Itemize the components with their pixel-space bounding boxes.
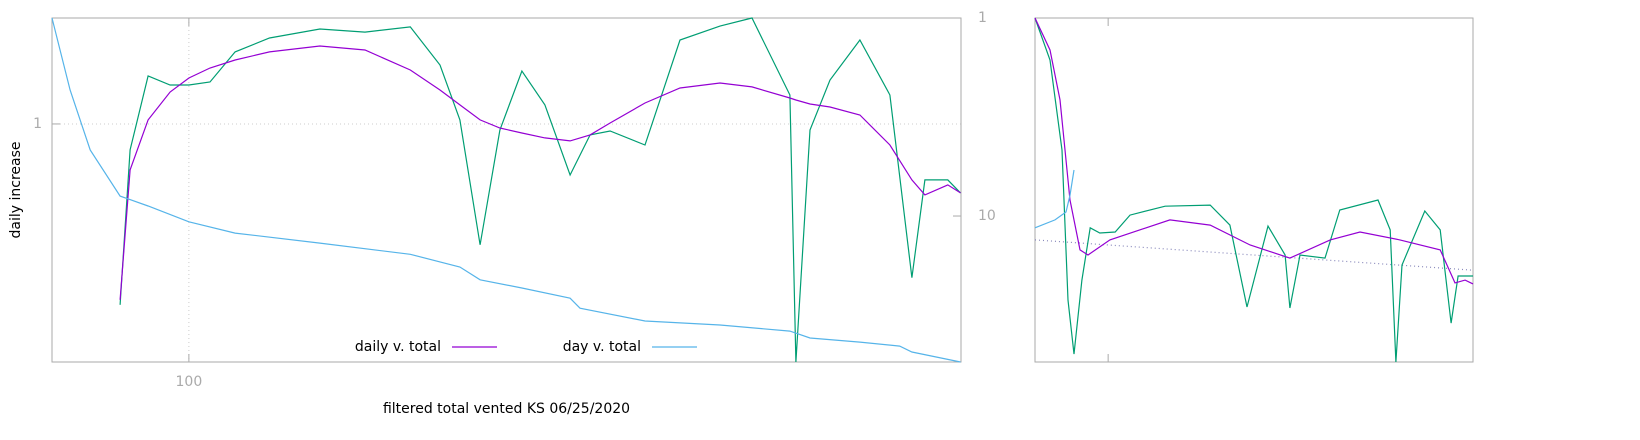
y-tick-label: 1 (33, 116, 42, 132)
data-line (1034, 169, 1075, 229)
x-tick-label: 100 (176, 374, 203, 390)
data-line (1034, 17, 1473, 363)
data-line (119, 45, 961, 300)
data-line (1034, 17, 1474, 285)
y2-tick-label: 10 (978, 208, 996, 224)
data-line (51, 17, 961, 363)
legend-label: daily v. total (355, 339, 441, 355)
plot-frame (51, 17, 962, 363)
data-line (1034, 239, 1474, 271)
y2-tick-label: 1 (978, 10, 987, 26)
legend-label: day v. total (563, 339, 641, 355)
data-line (119, 17, 961, 363)
y-axis-label: daily increase (8, 142, 24, 239)
plot-frame (1034, 17, 1474, 363)
x-axis-label: filtered total vented KS 06/25/2020 (383, 401, 630, 417)
